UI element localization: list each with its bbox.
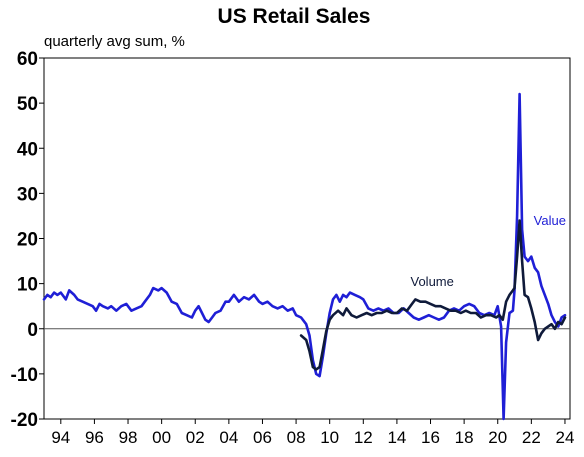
x-tick-label: 14 — [387, 428, 406, 447]
y-tick-label: 50 — [17, 94, 38, 115]
x-axis: 94 96 98 00 02 04 06 08 10 12 14 16 18 20 22 24 — [51, 419, 574, 447]
y-tick-label: 0 — [27, 320, 38, 341]
x-tick-label: 08 — [287, 428, 306, 447]
series-line-value — [42, 92, 567, 421]
x-tick-label: 18 — [455, 428, 474, 447]
x-tick-label: 04 — [219, 428, 238, 447]
y-tick-label: 30 — [17, 184, 38, 205]
plot-frame — [43, 57, 571, 420]
series-layer — [42, 92, 567, 421]
y-tick-label: 60 — [17, 49, 38, 70]
x-tick-label: 24 — [555, 428, 574, 447]
x-tick-label: 98 — [119, 428, 138, 447]
y-tick-label: 20 — [17, 230, 38, 251]
y-tick-label: -20 — [11, 410, 38, 431]
y-tick-label: 40 — [17, 139, 38, 160]
series-line-volume — [299, 219, 567, 371]
y-tick-label: 10 — [17, 275, 38, 296]
x-tick-label: 94 — [51, 428, 70, 447]
x-tick-label: 96 — [85, 428, 104, 447]
chart-subtitle: quarterly avg sum, % — [44, 33, 185, 50]
y-tick-label: -10 — [11, 365, 38, 386]
x-tick-label: 12 — [354, 428, 373, 447]
series-labels: Value Volume — [411, 213, 566, 289]
x-tick-label: 00 — [152, 428, 171, 447]
x-tick-label: 02 — [186, 428, 205, 447]
y-axis: 60 50 40 30 20 10 0 -10 -20 — [11, 49, 44, 431]
x-tick-label: 20 — [488, 428, 507, 447]
x-tick-label: 16 — [421, 428, 440, 447]
x-tick-label: 22 — [522, 428, 541, 447]
series-label-value: Value — [534, 213, 566, 228]
x-tick-label: 06 — [253, 428, 272, 447]
series-label-volume: Volume — [411, 274, 454, 289]
chart-title: US Retail Sales — [218, 5, 371, 28]
x-tick-label: 10 — [320, 428, 339, 447]
